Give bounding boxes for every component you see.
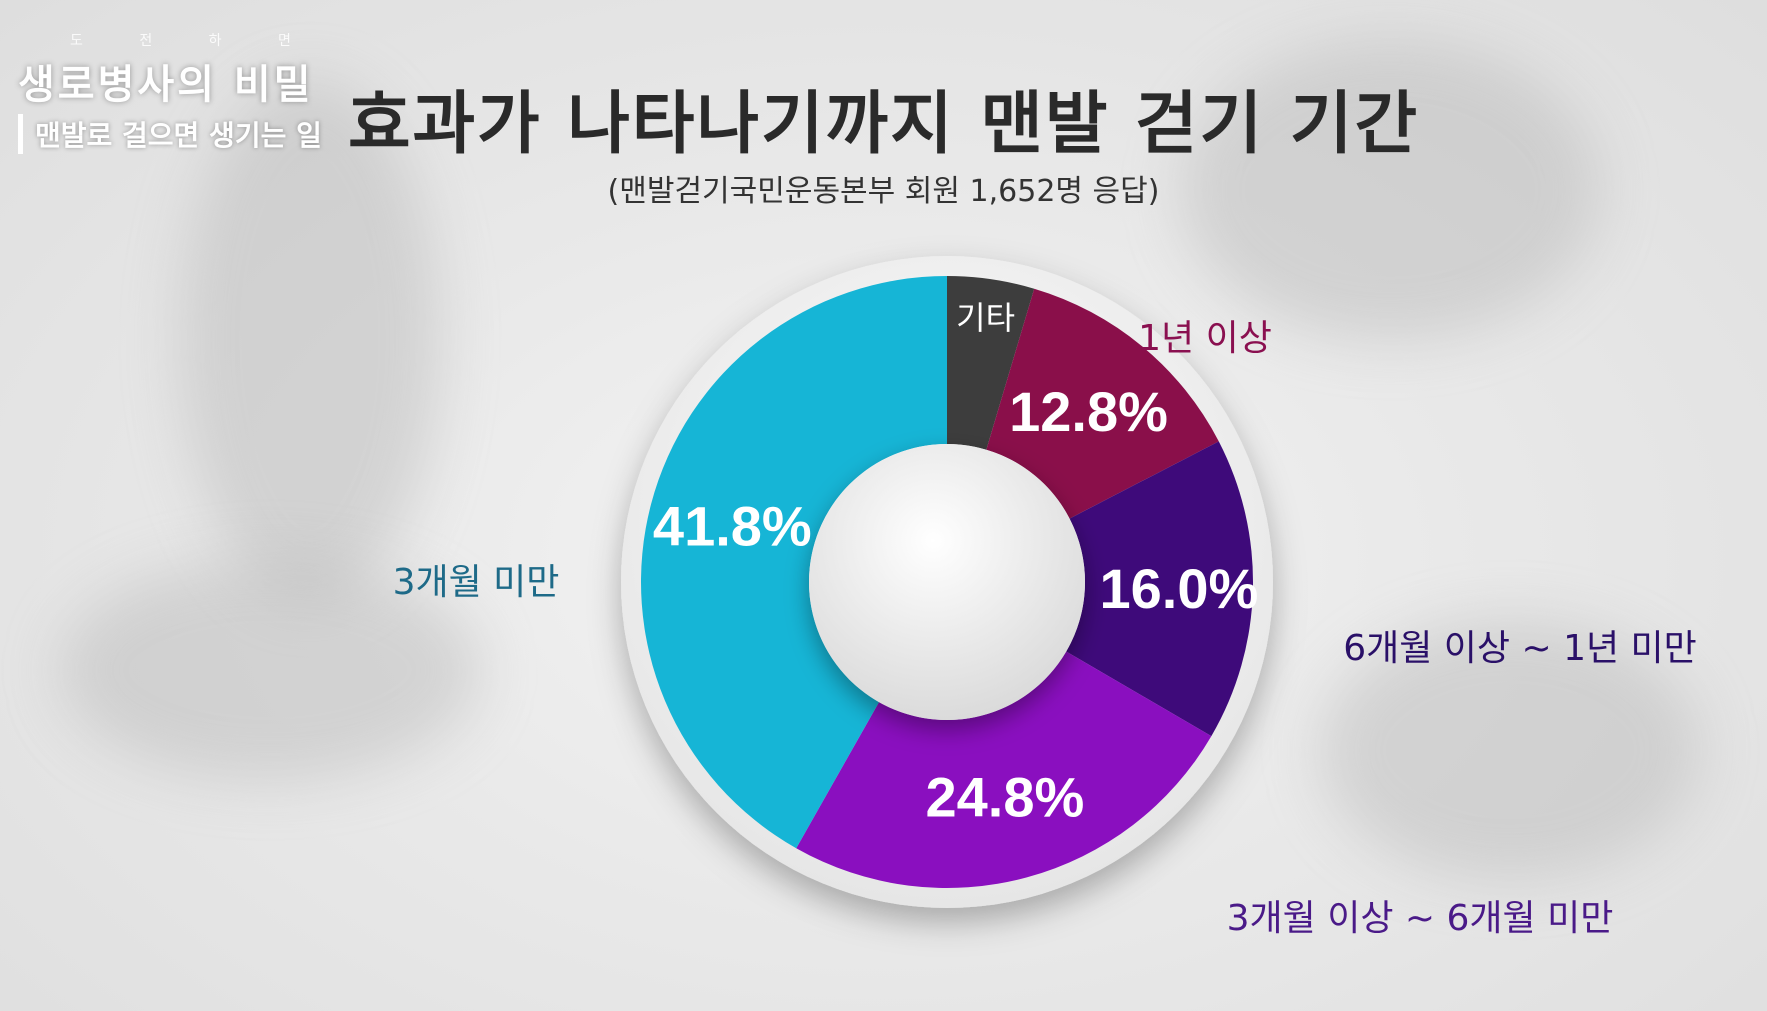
slice-1 — [947, 276, 1035, 450]
logo-subtitle: 맨발로 걸으면 생기는 일 — [18, 114, 358, 154]
slice-4 — [796, 651, 1212, 888]
slice-category-label: 3개월 미만 — [393, 562, 560, 603]
slice-value-label: 24.8% — [926, 765, 1085, 828]
slice-value-label: 12.8% — [1009, 380, 1168, 443]
slice-category-label: 6개월 이상 ~ 1년 미만 — [1343, 628, 1697, 669]
slice-category-label: 1년 이상 — [1138, 318, 1272, 359]
slice-value-label: 41.8% — [653, 494, 812, 557]
slice-value-label: 16.0% — [1100, 557, 1259, 620]
chart-subtitle: (맨발걷기국민운동본부 회원 1,652명 응답) — [607, 174, 1160, 209]
slice-3 — [1066, 441, 1253, 737]
logo-small-text: 도 전 하 면 — [70, 33, 317, 49]
chart-title: 효과가 나타나기까지 맨발 걷기 기간 — [347, 85, 1420, 164]
slice-2 — [986, 288, 1219, 519]
slice-5 — [641, 276, 947, 849]
donut-center-hole — [809, 444, 1085, 720]
slice-category-label: 기타 — [956, 299, 1015, 337]
program-logo: 도 전 하 면 생로병사의 비밀 맨발로 걸으면 생기는 일 — [18, 30, 358, 154]
slice-category-label: 3개월 이상 ~ 6개월 미만 — [1227, 898, 1614, 939]
logo-title: 생로병사의 비밀 — [18, 62, 314, 108]
